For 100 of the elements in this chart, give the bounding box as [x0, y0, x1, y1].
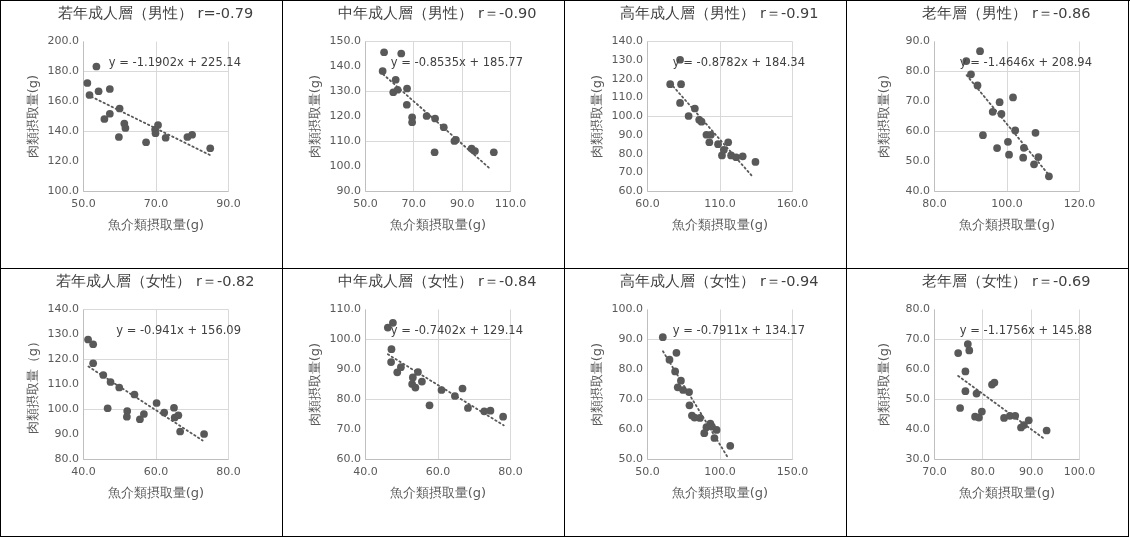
point	[684, 112, 692, 120]
point	[712, 426, 720, 434]
point	[411, 383, 419, 392]
y-axis-title: 肉類摂取量(g)	[24, 74, 40, 159]
x-tick-label: 60.0	[143, 464, 168, 478]
x-tick-label: 60.0	[634, 196, 660, 210]
y-tick-label: 30.0	[905, 452, 930, 465]
y-tick-label: 70.0	[336, 422, 361, 435]
point	[105, 109, 114, 118]
point	[988, 107, 997, 116]
y-tick-label: 70.0	[618, 392, 643, 405]
x-tick-label: 90.0	[449, 196, 474, 210]
point	[383, 323, 392, 332]
point	[439, 123, 448, 132]
point	[106, 378, 114, 386]
point	[1011, 411, 1020, 420]
point	[100, 115, 109, 123]
point	[422, 112, 430, 120]
x-axis-title: 魚介類摂取量(g)	[389, 484, 486, 500]
x-tick-label: 100.0	[703, 464, 736, 478]
point	[1034, 153, 1043, 161]
point	[402, 100, 411, 109]
x-axis-title: 魚介類摂取量(g)	[671, 216, 768, 232]
y-tick-label: 80.0	[905, 64, 930, 77]
chart-title: 若年成人層（女性） r＝-0.82	[55, 272, 255, 289]
y-tick-label: 100.0	[329, 159, 361, 172]
y-tick-label: 140.0	[611, 34, 643, 47]
y-tick-label: 140.0	[47, 302, 79, 315]
point	[725, 441, 734, 450]
y-tick-label: 90.0	[54, 427, 79, 440]
point	[973, 81, 982, 90]
point	[670, 367, 679, 376]
y-tick-label: 60.0	[905, 362, 930, 375]
y-tick-label: 100.0	[611, 302, 643, 315]
y-tick-label: 120.0	[47, 352, 79, 365]
y-tick-label: 160.0	[47, 94, 79, 107]
chart-title: 中年成人層（女性） r＝-0.84	[337, 272, 537, 289]
y-tick-label: 50.0	[905, 392, 930, 405]
y-tick-label: 40.0	[905, 422, 930, 435]
y-tick-label: 50.0	[618, 452, 643, 465]
y-tick-label: 110.0	[329, 302, 361, 315]
point	[977, 407, 986, 416]
point	[961, 387, 970, 396]
x-axis-title: 魚介類摂取量(g)	[958, 216, 1056, 232]
y-tick-label: 90.0	[618, 332, 643, 345]
point	[463, 404, 472, 412]
point	[85, 91, 94, 99]
point	[967, 70, 975, 79]
y-axis-title: 肉類摂取量(g)	[306, 342, 321, 427]
point	[430, 148, 438, 157]
point	[83, 335, 92, 344]
point	[88, 340, 97, 349]
annotation: y = -1.1756x + 145.88	[959, 323, 1092, 337]
point	[1011, 126, 1020, 135]
x-tick-label: 90.0	[216, 196, 241, 210]
y-tick-label: 120.0	[611, 71, 643, 85]
point	[1045, 172, 1053, 181]
y-tick-label: 60.0	[905, 124, 930, 137]
x-tick-label: 40.0	[70, 464, 96, 478]
point	[731, 153, 740, 162]
x-axis-title: 魚介類摂取量(g)	[671, 484, 768, 500]
y-axis-title: 肉類摂取量(g)	[875, 74, 891, 159]
point	[391, 75, 400, 84]
point	[386, 358, 395, 366]
x-tick-label: 110.0	[494, 196, 526, 210]
point	[961, 367, 970, 376]
y-tick-label: 60.0	[618, 184, 643, 197]
point	[751, 158, 759, 166]
x-tick-label: 160.0	[776, 196, 808, 210]
point	[489, 148, 498, 157]
chart-title: 老年層（女性） r＝-0.69	[922, 272, 1091, 289]
point	[114, 383, 123, 392]
point	[713, 140, 722, 148]
annotation: y = -0.7911x + 134.17	[672, 323, 805, 337]
point	[396, 363, 405, 372]
point	[458, 384, 466, 393]
point	[997, 110, 1006, 118]
point	[672, 348, 680, 357]
y-tick-label: 100.0	[47, 402, 79, 415]
y-tick-label: 150.0	[329, 34, 361, 47]
point	[159, 408, 168, 417]
point	[685, 401, 693, 410]
point	[963, 340, 972, 348]
x-tick-label: 50.0	[71, 196, 96, 210]
y-tick-label: 140.0	[329, 59, 361, 72]
x-tick-label: 110.0	[703, 196, 736, 210]
point	[98, 371, 107, 379]
point	[396, 49, 405, 58]
point	[1009, 93, 1017, 102]
point	[425, 401, 433, 410]
point	[105, 85, 114, 93]
y-tick-label: 90.0	[336, 184, 361, 197]
point	[450, 392, 459, 400]
point	[392, 368, 401, 377]
point	[387, 345, 395, 354]
point	[676, 80, 685, 88]
point	[175, 427, 184, 436]
point	[393, 85, 401, 94]
y-tick-label: 120.0	[329, 109, 361, 122]
x-tick-label: 100.0	[991, 196, 1023, 210]
